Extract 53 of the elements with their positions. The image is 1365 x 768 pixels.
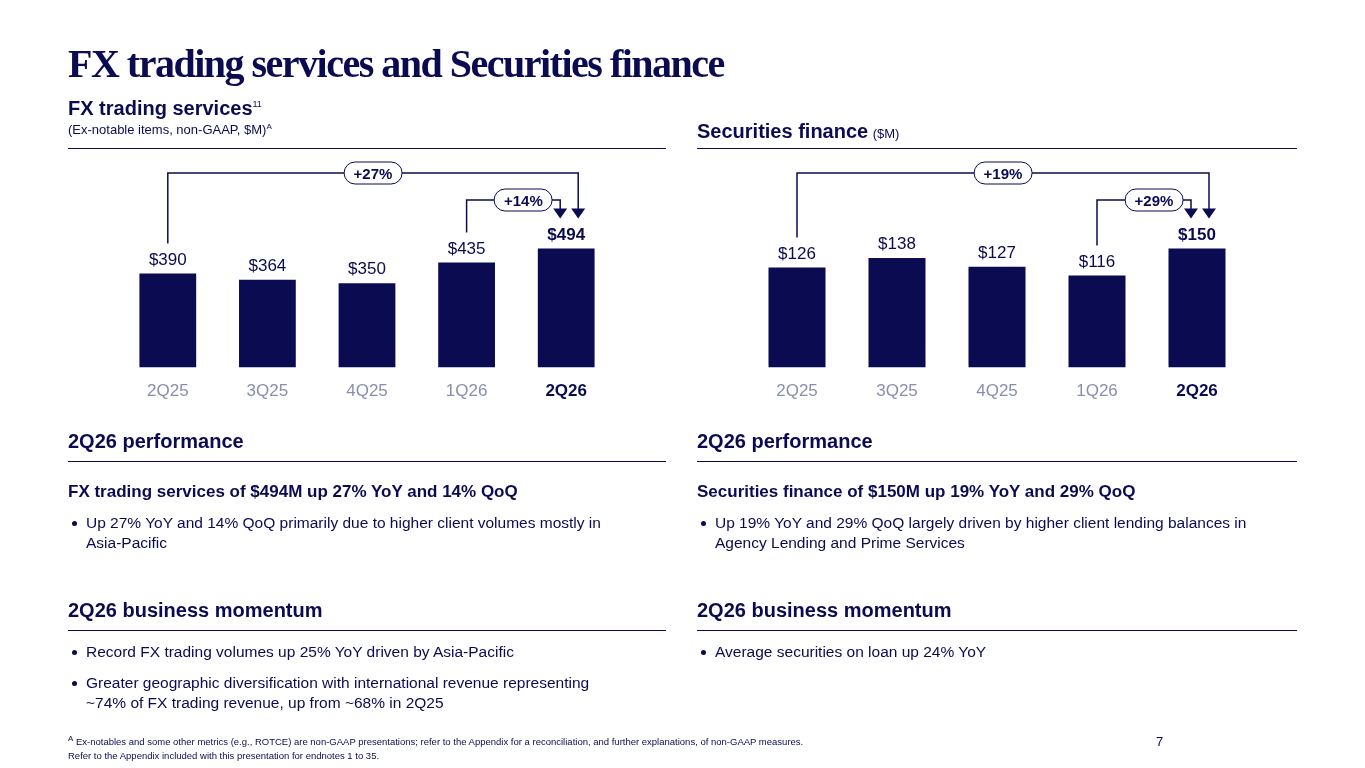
text: Securities finance of $150M up 19% YoY and 29% QoQ <box>697 482 1136 501</box>
x-tick-label: 4Q25 <box>976 381 1018 401</box>
chart-subtitle: ($M) <box>872 126 900 141</box>
bar <box>1168 248 1226 368</box>
data-label: $390 <box>148 249 187 269</box>
data-label: $364 <box>248 255 287 275</box>
x-tick-label: 4Q25 <box>346 381 388 401</box>
text: +27% <box>343 161 403 185</box>
x-tick-label: 2Q25 <box>776 381 818 401</box>
text: Greater geographic diversification with international revenue representing ~74% of FX trading revenue, up from ~68% in 2Q25 <box>86 674 590 711</box>
data-label: $126 <box>778 243 816 263</box>
x-tick-label: 2Q26 <box>545 381 587 401</box>
data-label: $116 <box>1078 251 1116 271</box>
text: 2Q26 performance <box>697 430 873 452</box>
chart-title: FX trading services$^{11}$ <box>68 97 262 119</box>
data-label: $350 <box>348 259 386 279</box>
text: 2Q26 business momentum <box>68 599 323 621</box>
text: +29% <box>1124 188 1184 212</box>
text: FX trading services and Securities finance <box>68 40 724 87</box>
bar <box>1068 275 1126 368</box>
bar <box>239 279 296 368</box>
bar <box>537 248 595 368</box>
text: +14% <box>493 188 553 212</box>
text: Average securities on loan up 24% YoY <box>715 643 987 660</box>
chart-subtitle: (Ex-notable items, non-GAAP, $M)$^{A}$ <box>68 121 272 137</box>
bar <box>139 273 197 368</box>
x-tick-label: 1Q26 <box>445 381 488 401</box>
bar <box>968 266 1026 368</box>
text: FX trading services of $494M up 27% YoY and 14% QoQ <box>68 482 518 501</box>
text: Up 19% YoY and 29% QoQ largely driven by higher client lending balances in Agency Lending and Prime Services <box>715 514 1247 551</box>
text: Refer to the Appendix included with this presentation for endnotes 1 to 35. <box>68 749 381 764</box>
text: 2Q26 business momentum <box>697 599 952 621</box>
x-tick-label: 2Q26 <box>1176 381 1218 401</box>
chart-title: Securities finance <box>697 120 869 142</box>
bar <box>768 267 826 368</box>
text: $^{A}$ Ex-notables and some other metrics (e.g., ROTCE) are non-GAAP presentations; refer to the Appendix for a reconciliation, and further explanations, of non-GAAP measures. <box>68 733 804 750</box>
data-label: $435 <box>447 238 486 258</box>
x-tick-label: 3Q25 <box>246 381 289 401</box>
data-label: $138 <box>878 234 916 254</box>
x-tick-label: 3Q25 <box>876 381 918 401</box>
text: Up 27% YoY and 14% QoQ primarily due to higher client volumes mostly in Asia-Pacific <box>86 514 601 551</box>
data-label: $150 <box>1178 224 1216 244</box>
bar <box>438 262 495 368</box>
text: 2Q26 performance <box>68 430 244 452</box>
text: 7 <box>1156 734 1164 749</box>
bar <box>868 257 926 368</box>
x-tick-label: 1Q26 <box>1076 381 1118 401</box>
data-label: $494 <box>547 224 586 244</box>
bar <box>338 283 396 368</box>
data-label: $127 <box>978 242 1016 262</box>
text: Record FX trading volumes up 25% YoY driven by Asia-Pacific <box>86 643 514 660</box>
text: +19% <box>973 161 1033 185</box>
x-tick-label: 2Q25 <box>147 381 189 401</box>
